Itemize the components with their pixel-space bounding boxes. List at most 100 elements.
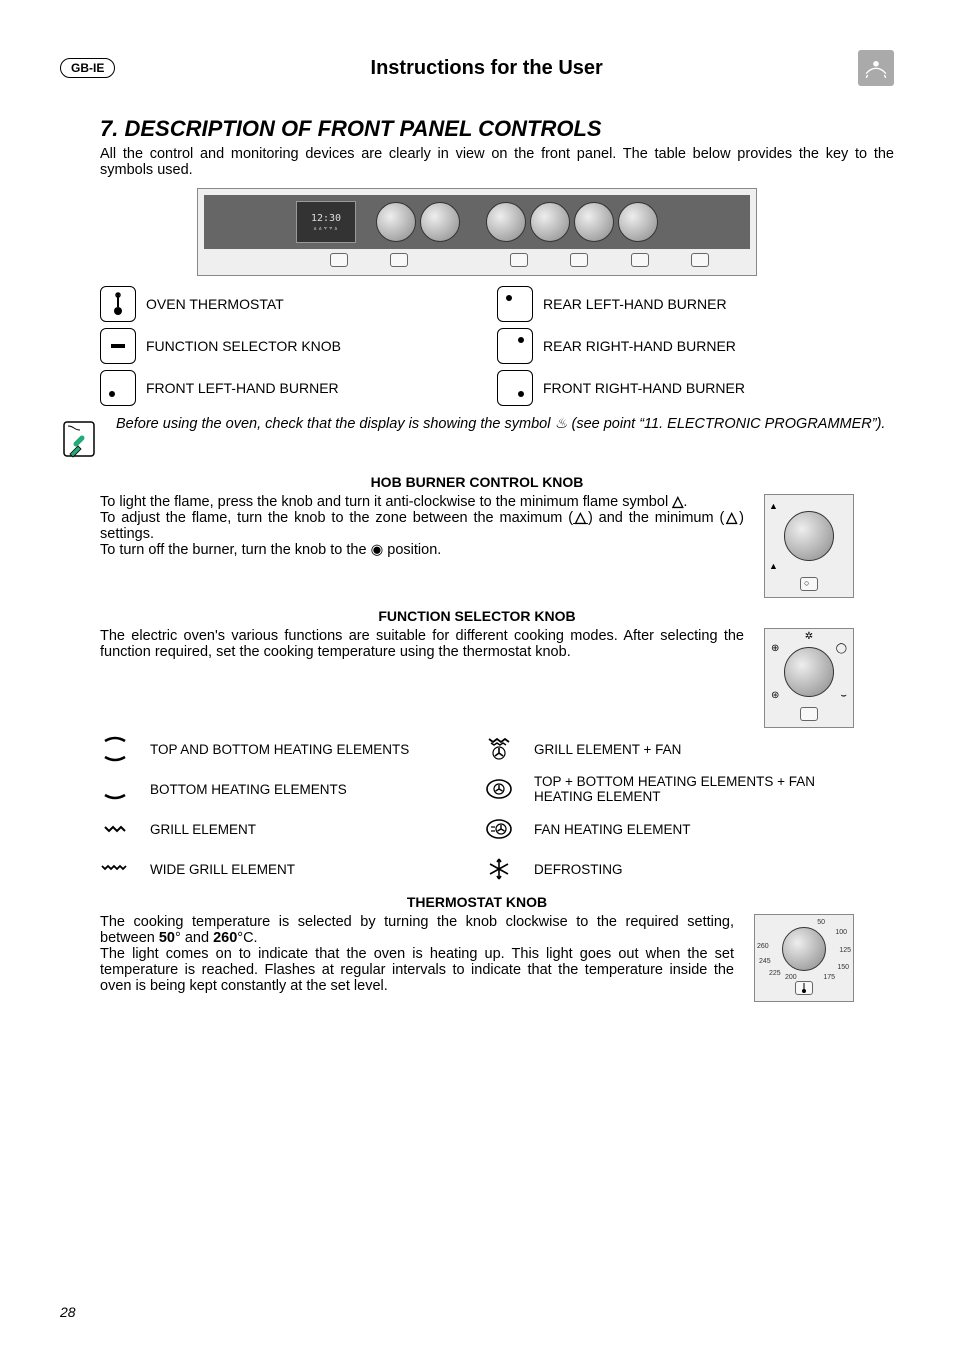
hob-p1b: . — [683, 494, 687, 510]
page-header: GB-IE Instructions for the User — [60, 50, 894, 86]
thermostat-symbol-icon — [330, 253, 348, 267]
func-label: TOP + BOTTOM HEATING ELEMENTS + FAN HEAT… — [534, 774, 854, 804]
func-label: DEFROSTING — [534, 862, 854, 877]
legend-item: FRONT LEFT-HAND BURNER — [100, 370, 457, 406]
burner-front-left-icon — [100, 370, 136, 406]
defrost-icon — [484, 854, 514, 884]
legend-label: REAR LEFT-HAND BURNER — [543, 296, 727, 312]
legend-label: REAR RIGHT-HAND BURNER — [543, 338, 736, 354]
header-title: Instructions for the User — [115, 57, 858, 80]
hob-knob-illustration: ▲ ▲ ○ — [764, 494, 854, 598]
thermostat-block: The cooking temperature is selected by t… — [100, 914, 854, 1002]
burner-symbol-icon — [570, 253, 588, 267]
burner-knob-icon — [530, 202, 570, 242]
legend-item: OVEN THERMOSTAT — [100, 286, 457, 322]
bottom-heat-icon — [100, 774, 130, 804]
func-label: GRILL ELEMENT — [150, 822, 470, 837]
section-heading: DESCRIPTION OF FRONT PANEL CONTROLS — [124, 116, 601, 141]
clock-time: 12:30 — [311, 213, 341, 224]
hob-p3a: To turn off the burner, turn the knob to… — [100, 542, 371, 558]
burner-front-right-icon — [497, 370, 533, 406]
thermostat-knob-icon — [376, 202, 416, 242]
burner-symbol-icon — [691, 253, 709, 267]
legend-item: FRONT RIGHT-HAND BURNER — [497, 370, 854, 406]
section-number: 7. — [100, 116, 118, 141]
flame-min-icon: ▲ — [769, 561, 778, 571]
burner-knob-icon — [486, 202, 526, 242]
thermostat-knob-illustration: 50 100 125 150 175 200 225 245 260 — [754, 914, 854, 1002]
burner-knob-icon — [574, 202, 614, 242]
legend-label: OVEN THERMOSTAT — [146, 296, 284, 312]
legend-item: REAR LEFT-HAND BURNER — [497, 286, 854, 322]
top-bottom-heat-icon — [100, 734, 130, 764]
thermo-p1mid: ° and — [175, 930, 213, 946]
note-text: Before using the oven, check that the di… — [116, 416, 885, 432]
func-body: The electric oven's various functions ar… — [100, 628, 744, 660]
burner-rear-right-icon — [497, 328, 533, 364]
func-knob-illustration: ✲ ⊕ ◯ ⊛ ⌣ — [764, 628, 854, 728]
hob-p2b: ) and the minimum ( — [588, 510, 724, 526]
tick-label: 50 — [817, 919, 825, 926]
hob-title: HOB BURNER CONTROL KNOB — [60, 474, 894, 490]
func-label: WIDE GRILL ELEMENT — [150, 862, 470, 877]
legend-label: FRONT LEFT-HAND BURNER — [146, 380, 339, 396]
burner-symbol-icon — [631, 253, 649, 267]
tick-label: 225 — [769, 970, 781, 977]
brand-icon — [858, 50, 894, 86]
thermometer-icon — [100, 286, 136, 322]
fan-heat-icon — [484, 814, 514, 844]
hob-text: To light the flame, press the knob and t… — [100, 494, 744, 558]
legend-grid: OVEN THERMOSTAT REAR LEFT-HAND BURNER FU… — [100, 286, 854, 406]
tick-label: 100 — [835, 929, 847, 936]
hob-p2a: To adjust the flame, turn the knob to th… — [100, 510, 573, 526]
thermostat-title: THERMOSTAT KNOB — [60, 894, 894, 910]
tick-label: 245 — [759, 958, 771, 965]
wide-grill-icon — [100, 854, 130, 884]
legend-label: FUNCTION SELECTOR KNOB — [146, 338, 341, 354]
flame-min-icon: △ — [724, 510, 739, 526]
grill-icon — [100, 814, 130, 844]
locale-badge: GB-IE — [60, 58, 115, 78]
thermo-p2: The light comes on to indicate that the … — [100, 946, 734, 994]
function-knob-icon — [420, 202, 460, 242]
function-icons-grid: TOP AND BOTTOM HEATING ELEMENTS GRILL EL… — [100, 734, 854, 884]
tick-label: 125 — [839, 947, 851, 954]
hob-p1a: To light the flame, press the knob and t… — [100, 494, 672, 510]
page-number: 28 — [60, 1304, 76, 1320]
func-title: FUNCTION SELECTOR KNOB — [60, 608, 894, 624]
hob-p3b: position. — [383, 542, 441, 558]
function-symbol-icon — [390, 253, 408, 267]
flame-max-icon: ▲ — [769, 501, 778, 511]
func-block: The electric oven's various functions ar… — [100, 628, 854, 728]
flame-max-icon: △ — [573, 510, 588, 526]
thermo-p1end: °C. — [237, 930, 257, 946]
thermo-max: 260 — [213, 930, 237, 946]
legend-label: FRONT RIGHT-HAND BURNER — [543, 380, 745, 396]
control-panel-illustration: 12:30 ▵▵▿▿▵ — [197, 188, 757, 276]
section-intro: All the control and monitoring devices a… — [100, 146, 894, 178]
clock-icon: 12:30 ▵▵▿▿▵ — [296, 201, 356, 243]
function-selector-icon — [100, 328, 136, 364]
tick-label: 150 — [837, 964, 849, 971]
legend-item: REAR RIGHT-HAND BURNER — [497, 328, 854, 364]
thermostat-text: The cooking temperature is selected by t… — [100, 914, 734, 994]
func-label: BOTTOM HEATING ELEMENTS — [150, 782, 470, 797]
note-block: Before using the oven, check that the di… — [60, 416, 894, 462]
tick-label: 260 — [757, 943, 769, 950]
func-label: FAN HEATING ELEMENT — [534, 822, 854, 837]
burner-knob-icon — [618, 202, 658, 242]
off-dot-icon: ◉ — [371, 542, 384, 558]
thermo-min: 50 — [159, 930, 175, 946]
clock-dots: ▵▵▿▿▵ — [313, 224, 339, 232]
func-label: GRILL ELEMENT + FAN — [534, 742, 854, 757]
burner-symbol-icon — [510, 253, 528, 267]
section-title: 7. DESCRIPTION OF FRONT PANEL CONTROLS — [100, 116, 894, 142]
flame-min-icon: △ — [672, 494, 683, 510]
hob-block: To light the flame, press the knob and t… — [100, 494, 854, 598]
legend-item: FUNCTION SELECTOR KNOB — [100, 328, 457, 364]
top-bottom-fan-icon — [484, 774, 514, 804]
func-label: TOP AND BOTTOM HEATING ELEMENTS — [150, 742, 470, 757]
grill-fan-icon — [484, 734, 514, 764]
burner-rear-left-icon — [497, 286, 533, 322]
tick-label: 200 — [785, 974, 797, 981]
